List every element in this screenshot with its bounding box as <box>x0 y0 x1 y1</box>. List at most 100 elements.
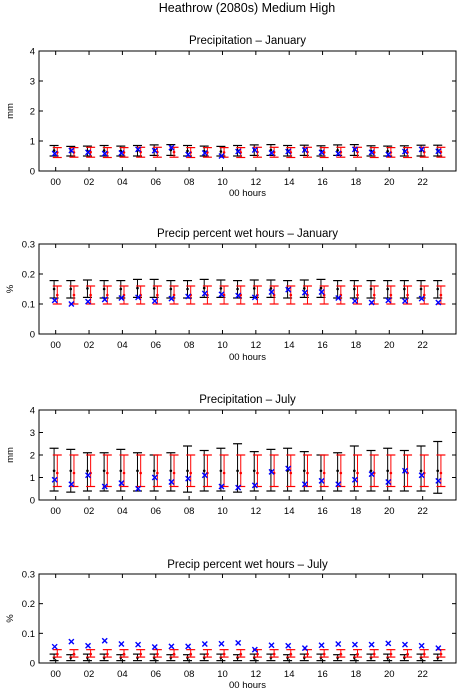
blue-x-stroke-b <box>85 472 92 479</box>
blue-x-stroke-b <box>101 296 108 303</box>
y-tick-label: 3 <box>30 428 35 439</box>
red-errorbar-mean-point <box>189 471 193 475</box>
chart-panel-4: Precip percent wet hours – July 0 0.1 0.2 0.… <box>5 559 457 689</box>
red-errorbar-mark <box>336 649 346 658</box>
blue-x-marker <box>401 298 408 304</box>
blue-x-stroke-b <box>68 147 75 154</box>
blue-x-stroke-b <box>335 150 342 157</box>
black-errorbar-mark <box>166 452 176 492</box>
blue-x-stroke-b <box>268 150 275 156</box>
black-errorbar-mean-point <box>202 469 206 473</box>
red-errorbar-mean-point <box>422 293 426 297</box>
blue-x-marker <box>218 153 225 159</box>
blue-x-stroke-b <box>218 291 225 298</box>
y-tick-label: 0.2 <box>22 599 35 610</box>
blue-x-marker <box>335 481 342 488</box>
blue-x-marker <box>385 297 392 304</box>
blue-x-marker <box>135 294 142 301</box>
red-errorbar-mean-point <box>55 652 59 656</box>
blue-x-marker <box>151 147 158 154</box>
red-errorbar-mean-point <box>406 293 409 297</box>
blue-x-marker <box>185 643 192 650</box>
blue-x-stroke-b <box>151 474 158 481</box>
blue-x-marker <box>68 147 75 154</box>
black-errorbar-mark <box>433 440 443 494</box>
red-errorbar-mean-point <box>189 652 193 656</box>
red-errorbar-mean-point <box>122 652 126 656</box>
red-errorbar-mark <box>269 146 279 158</box>
red-errorbar-mean-point <box>372 293 376 297</box>
red-errorbar-mark <box>202 649 212 658</box>
red-errorbar-mean-point <box>289 293 293 297</box>
red-errorbar-mark <box>403 649 413 658</box>
blue-x-marker <box>418 642 425 649</box>
red-errorbar-mark <box>169 649 179 658</box>
blue-x-stroke-b <box>168 144 175 151</box>
blue-x-marker <box>51 476 58 483</box>
red-errorbar-mark <box>419 649 429 658</box>
blue-x-stroke-b <box>118 150 125 156</box>
x-tick-label: 08 <box>184 340 195 351</box>
blue-x-marker <box>201 472 208 479</box>
blue-x-marker <box>118 150 125 156</box>
blue-x-marker <box>51 150 58 157</box>
black-errorbar-mean-point <box>136 286 139 290</box>
figure-title: Heathrow (2080s) Medium High <box>159 1 336 15</box>
blue-x-marker <box>118 480 125 487</box>
black-errorbar-mean-point <box>419 469 423 473</box>
blue-x-stroke-b <box>68 481 75 488</box>
panel-title: Precipitation – January <box>189 35 306 47</box>
series-blue-x <box>51 144 442 159</box>
x-tick-label: 00 <box>50 340 61 351</box>
blue-x-marker <box>301 289 308 296</box>
blue-x-stroke-b <box>351 641 358 648</box>
black-errorbar-mark <box>316 278 326 298</box>
blue-x-stroke-b <box>85 298 92 305</box>
x-tick-label: 22 <box>417 340 428 351</box>
x-tick-label: 20 <box>384 669 395 680</box>
red-errorbar-mark <box>186 649 196 658</box>
red-errorbar-mean-point <box>172 150 176 154</box>
x-axis-label: 00 hours <box>229 352 266 363</box>
black-errorbar-mean-point <box>336 149 339 152</box>
red-errorbar-mean-point <box>222 652 226 656</box>
blue-x-marker <box>418 472 425 479</box>
x-tick-label: 04 <box>117 340 128 351</box>
red-errorbar-mean-point <box>322 151 326 154</box>
black-errorbar-mark <box>366 449 376 492</box>
red-errorbar-mark <box>302 146 312 158</box>
chart-panel-2: Precip percent wet hours – January 0 0.1 0.… <box>5 228 457 363</box>
black-errorbar-mark <box>183 445 193 493</box>
blue-x-stroke-b <box>235 639 242 646</box>
red-errorbar-mean-point <box>289 652 293 656</box>
blue-x-marker <box>235 484 242 491</box>
black-errorbar-mean-point <box>86 469 89 473</box>
series-black-errorbar <box>49 440 443 494</box>
red-errorbar-mark <box>52 285 62 305</box>
blue-x-stroke-b <box>318 477 325 484</box>
blue-x-marker <box>285 642 292 649</box>
red-errorbar-mark <box>152 285 162 305</box>
blue-x-stroke-b <box>201 641 208 648</box>
x-tick-label: 14 <box>284 669 295 680</box>
blue-x-stroke-b <box>435 299 442 306</box>
blue-x-stroke-b <box>418 146 425 153</box>
plot-area <box>38 243 457 335</box>
blue-x-marker <box>218 640 225 647</box>
red-errorbar-mean-point <box>356 652 359 656</box>
x-tick-label: 22 <box>417 177 428 188</box>
blue-x-marker <box>135 641 142 648</box>
blue-x-marker <box>235 148 242 155</box>
red-errorbar-mark <box>119 649 129 658</box>
blue-x-marker <box>85 298 92 305</box>
blue-x-marker <box>335 641 342 648</box>
x-tick-label: 16 <box>317 506 328 517</box>
blue-x-marker <box>351 641 358 648</box>
blue-x-stroke-b <box>118 480 125 487</box>
series-blue-x <box>51 286 442 307</box>
blue-x-marker <box>335 295 342 301</box>
red-errorbar-mean-point <box>172 652 176 656</box>
red-errorbar-mean-point <box>356 293 359 297</box>
blue-x-stroke-b <box>401 148 408 155</box>
blue-x-stroke-b <box>118 295 125 301</box>
